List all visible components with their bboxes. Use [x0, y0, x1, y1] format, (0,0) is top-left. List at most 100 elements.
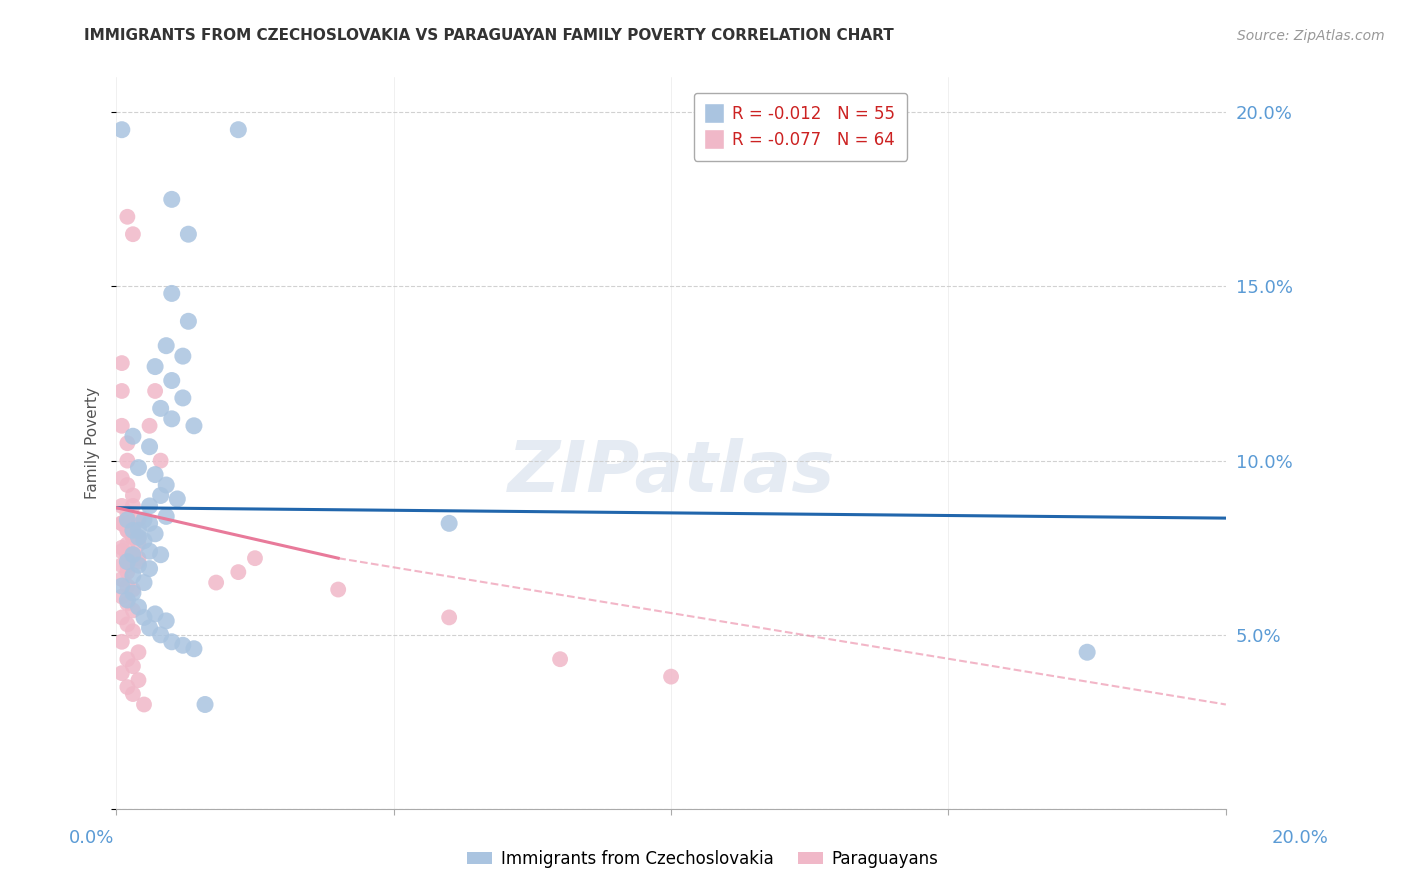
- Point: [149, 488, 172, 502]
- Point: [437, 610, 460, 624]
- Point: [117, 210, 139, 224]
- Legend: Immigrants from Czechoslovakia, Paraguayans: Immigrants from Czechoslovakia, Paraguay…: [461, 844, 945, 875]
- Point: [111, 558, 134, 573]
- Point: [117, 537, 139, 551]
- Text: Source: ZipAtlas.com: Source: ZipAtlas.com: [1237, 29, 1385, 43]
- Point: [111, 544, 134, 558]
- Point: [1076, 645, 1098, 659]
- Point: [155, 509, 177, 524]
- Text: 20.0%: 20.0%: [1272, 829, 1329, 847]
- Point: [122, 488, 145, 502]
- Point: [149, 453, 172, 467]
- Point: [111, 610, 134, 624]
- Point: [117, 652, 139, 666]
- Point: [111, 666, 134, 681]
- Point: [117, 617, 139, 632]
- Point: [122, 429, 145, 443]
- Point: [111, 356, 134, 370]
- Point: [122, 603, 145, 617]
- Point: [177, 227, 200, 242]
- Y-axis label: Family Poverty: Family Poverty: [86, 387, 100, 500]
- Point: [160, 374, 183, 388]
- Point: [127, 524, 149, 538]
- Point: [328, 582, 350, 597]
- Point: [166, 491, 188, 506]
- Point: [149, 628, 172, 642]
- Point: [160, 634, 183, 648]
- Point: [183, 641, 205, 656]
- Point: [132, 513, 155, 527]
- Point: [143, 359, 166, 374]
- Legend: R = -0.012   N = 55, R = -0.077   N = 64: R = -0.012 N = 55, R = -0.077 N = 64: [693, 93, 907, 161]
- Point: [111, 572, 134, 586]
- Point: [160, 193, 183, 207]
- Point: [117, 524, 139, 538]
- Point: [138, 499, 160, 513]
- Point: [177, 314, 200, 328]
- Point: [138, 516, 160, 531]
- Point: [155, 339, 177, 353]
- Point: [122, 568, 145, 582]
- Point: [243, 551, 266, 566]
- Point: [111, 634, 134, 648]
- Point: [117, 565, 139, 579]
- Point: [122, 524, 145, 538]
- Text: IMMIGRANTS FROM CZECHOSLOVAKIA VS PARAGUAYAN FAMILY POVERTY CORRELATION CHART: IMMIGRANTS FROM CZECHOSLOVAKIA VS PARAGU…: [84, 29, 894, 43]
- Point: [111, 471, 134, 485]
- Point: [132, 575, 155, 590]
- Point: [127, 551, 149, 566]
- Point: [127, 513, 149, 527]
- Point: [117, 516, 139, 531]
- Point: [132, 533, 155, 548]
- Point: [117, 558, 139, 573]
- Point: [548, 652, 571, 666]
- Point: [117, 524, 139, 538]
- Point: [111, 418, 134, 433]
- Point: [111, 122, 134, 136]
- Point: [127, 530, 149, 544]
- Point: [122, 624, 145, 639]
- Point: [143, 384, 166, 398]
- Point: [117, 513, 139, 527]
- Point: [127, 645, 149, 659]
- Point: [117, 593, 139, 607]
- Point: [127, 460, 149, 475]
- Point: [117, 506, 139, 520]
- Text: ZIPatlas: ZIPatlas: [508, 438, 835, 507]
- Point: [122, 551, 145, 566]
- Point: [117, 555, 139, 569]
- Point: [172, 391, 194, 405]
- Point: [117, 453, 139, 467]
- Text: 0.0%: 0.0%: [69, 829, 114, 847]
- Point: [122, 530, 145, 544]
- Point: [143, 526, 166, 541]
- Point: [111, 579, 134, 593]
- Point: [122, 524, 145, 538]
- Point: [122, 659, 145, 673]
- Point: [659, 670, 682, 684]
- Point: [117, 680, 139, 694]
- Point: [111, 541, 134, 555]
- Point: [117, 548, 139, 562]
- Point: [194, 698, 217, 712]
- Point: [143, 607, 166, 621]
- Point: [172, 349, 194, 363]
- Point: [122, 530, 145, 544]
- Point: [138, 440, 160, 454]
- Point: [122, 499, 145, 513]
- Point: [183, 418, 205, 433]
- Point: [117, 548, 139, 562]
- Point: [111, 516, 134, 531]
- Point: [122, 227, 145, 242]
- Point: [111, 590, 134, 604]
- Point: [132, 610, 155, 624]
- Point: [127, 558, 149, 573]
- Point: [111, 499, 134, 513]
- Point: [117, 478, 139, 492]
- Point: [138, 561, 160, 575]
- Point: [127, 537, 149, 551]
- Point: [138, 544, 160, 558]
- Point: [160, 412, 183, 426]
- Point: [117, 597, 139, 611]
- Point: [205, 575, 228, 590]
